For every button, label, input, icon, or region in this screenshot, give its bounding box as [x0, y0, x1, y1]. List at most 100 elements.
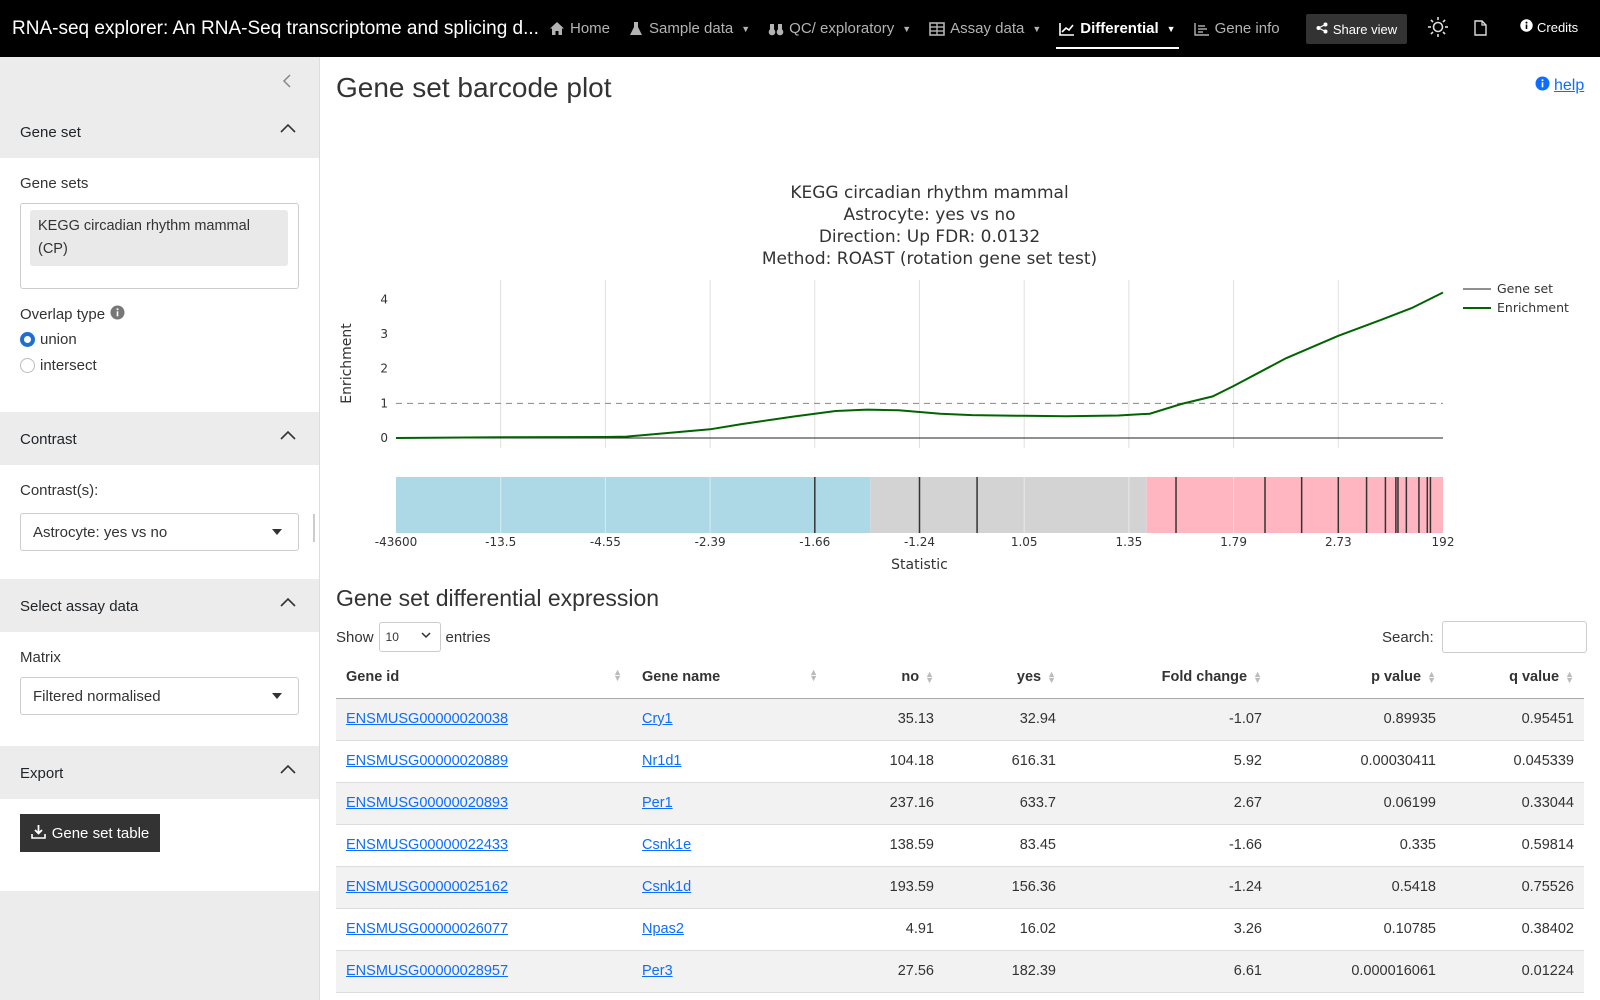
help-link[interactable]: help: [1535, 76, 1584, 96]
nav-home[interactable]: Home: [540, 0, 619, 57]
sort-icon: ▲ ▼: [1047, 668, 1056, 685]
gene-name-link[interactable]: Csnk1d: [642, 879, 692, 895]
share-view-button[interactable]: Share view: [1306, 14, 1407, 44]
nav-gene-info[interactable]: Gene info: [1185, 0, 1289, 57]
gene-id-link[interactable]: ENSMUSG00000022433: [346, 837, 509, 853]
bar-chart-icon: [1193, 21, 1210, 37]
nav-assay-data[interactable]: Assay data ▼: [920, 0, 1050, 57]
legend-gene-set-label: Gene set: [1497, 281, 1553, 296]
matrix-select[interactable]: Filtered normalised: [20, 677, 299, 715]
cell-fold-change: -1.24: [1066, 866, 1272, 909]
y-tick-label: 2: [380, 362, 388, 376]
cell-yes: 83.45: [944, 824, 1066, 867]
nav-qc-label: QC/ exploratory: [789, 20, 895, 37]
download-gene-set-table-button[interactable]: Gene set table: [20, 814, 160, 852]
dropdown-caret-icon: [272, 693, 282, 699]
gene-name-link[interactable]: Cry1: [642, 711, 673, 727]
gene-id-link[interactable]: ENSMUSG00000020038: [346, 711, 509, 727]
cell-no: 35.13: [828, 698, 944, 741]
cell-gene-name: Csnk1d: [632, 866, 828, 909]
gene-set-header-label: Gene set: [20, 123, 81, 141]
flask-icon: [628, 21, 644, 37]
overlap-intersect-radio[interactable]: intersect: [20, 357, 97, 374]
collapse-sidebar-icon[interactable]: [282, 73, 292, 94]
home-icon: [549, 21, 565, 37]
cell-fold-change: 2.67: [1066, 782, 1272, 825]
nav-sample-data[interactable]: Sample data ▼: [619, 0, 759, 57]
cell-no: 138.59: [828, 824, 944, 867]
col-gene-name[interactable]: Gene name ▲ ▼: [632, 656, 828, 699]
col-p-value-label: p value: [1371, 668, 1422, 685]
x-tick-label: 2.73: [1325, 535, 1352, 549]
y-tick-label: 4: [380, 292, 388, 306]
search-input[interactable]: [1441, 621, 1587, 653]
cell-yes: 182.39: [944, 950, 1066, 993]
gene-set-table: Gene id ▲ ▼ Gene name ▲ ▼ no ▲ ▼ yes ▲ ▼ Fold ch…: [336, 656, 1584, 993]
gene-name-link[interactable]: Nr1d1: [642, 753, 682, 769]
col-gene-id[interactable]: Gene id ▲ ▼: [336, 656, 632, 699]
gene-sets-multiselect[interactable]: KEGG circadian rhythm mammal (CP): [20, 203, 299, 289]
download-button-label: Gene set table: [51, 824, 150, 842]
x-tick-label: 1.35: [1116, 535, 1143, 549]
document-icon[interactable]: [1474, 20, 1487, 41]
col-gene-name-label: Gene name: [642, 668, 721, 685]
radio-selected-icon[interactable]: [20, 332, 35, 347]
assay-accordion-header[interactable]: Select assay data: [0, 580, 319, 632]
col-p-value[interactable]: p value ▲ ▼: [1272, 656, 1446, 699]
overlap-union-radio[interactable]: union: [20, 331, 77, 348]
cell-gene-id: ENSMUSG00000028957: [336, 950, 632, 993]
plot-gridlines: [500, 280, 1339, 448]
col-q-value-label: q value: [1509, 668, 1560, 685]
col-q-value[interactable]: q value ▲ ▼: [1446, 656, 1584, 699]
gene-id-link[interactable]: ENSMUSG00000020889: [346, 753, 509, 769]
contrast-accordion-header[interactable]: Contrast: [0, 413, 319, 465]
cell-p-value: 0.10785: [1272, 908, 1446, 951]
gene-id-link[interactable]: ENSMUSG00000025162: [346, 879, 509, 895]
cell-gene-name: Cry1: [632, 698, 828, 741]
sidebar-resize-handle[interactable]: [313, 514, 315, 542]
gene-set-accordion-header[interactable]: Gene set: [0, 106, 319, 158]
col-no[interactable]: no ▲ ▼: [828, 656, 944, 699]
gene-id-link[interactable]: ENSMUSG00000026077: [346, 921, 509, 937]
x-tick-label: -13.5: [485, 535, 516, 549]
table-icon: [929, 21, 945, 37]
plot-title-line: Astrocyte: yes vs no: [843, 205, 1015, 225]
credits-link[interactable]: Credits: [1520, 19, 1578, 35]
gene-sets-label: Gene sets: [20, 175, 89, 192]
export-accordion-header[interactable]: Export: [0, 747, 319, 799]
col-fold-change[interactable]: Fold change ▲ ▼: [1066, 656, 1272, 699]
cell-gene-id: ENSMUSG00000026077: [336, 908, 632, 951]
cell-gene-name: Csnk1e: [632, 824, 828, 867]
cell-p-value: 0.06199: [1272, 782, 1446, 825]
app-title[interactable]: RNA-seq explorer: An RNA-Seq transcripto…: [12, 17, 539, 39]
x-axis: -43600 -13.5 -4.55 -2.39 -1.66 -1.24 1.05 1.35 1…: [375, 535, 1455, 573]
gene-name-link[interactable]: Per1: [642, 795, 673, 811]
caret-down-icon: ▼: [741, 23, 751, 34]
info-circle-icon[interactable]: [110, 305, 125, 324]
chevron-up-icon: [279, 120, 297, 142]
radio-unselected-icon[interactable]: [20, 358, 35, 373]
selected-gene-set-tag[interactable]: KEGG circadian rhythm mammal (CP): [30, 210, 288, 266]
plot-legend: Gene set Enrichment: [1463, 281, 1569, 315]
cell-p-value: 0.00030411: [1272, 740, 1446, 783]
chevron-up-icon: [279, 594, 297, 616]
nav-qc-exploratory[interactable]: QC/ exploratory ▼: [759, 0, 920, 57]
nav-differential-label: Differential: [1080, 20, 1159, 37]
gene-id-link[interactable]: ENSMUSG00000028957: [346, 963, 509, 979]
theme-toggle-sun-icon[interactable]: [1427, 16, 1449, 43]
table-row: ENSMUSG00000025162 Csnk1d 193.59 156.36 …: [336, 866, 1584, 909]
gene-name-link[interactable]: Per3: [642, 963, 673, 979]
plot-title-line: KEGG circadian rhythm mammal: [790, 183, 1068, 203]
gene-name-link[interactable]: Csnk1e: [642, 837, 692, 853]
entries-select[interactable]: 10: [378, 622, 441, 652]
gene-name-link[interactable]: Npas2: [642, 921, 684, 937]
barcode-strip: [396, 477, 1443, 533]
overlap-type-label-row: Overlap type: [20, 305, 125, 324]
contrast-select[interactable]: Astrocyte: yes vs no: [20, 513, 299, 551]
gene-set-panel: Gene sets KEGG circadian rhythm mammal (…: [0, 158, 319, 412]
nav-differential[interactable]: Differential ▼: [1050, 0, 1184, 57]
contrast-panel: Contrast(s): Astrocyte: yes vs no: [0, 465, 319, 579]
col-yes[interactable]: yes ▲ ▼: [944, 656, 1066, 699]
gene-id-link[interactable]: ENSMUSG00000020893: [346, 795, 509, 811]
